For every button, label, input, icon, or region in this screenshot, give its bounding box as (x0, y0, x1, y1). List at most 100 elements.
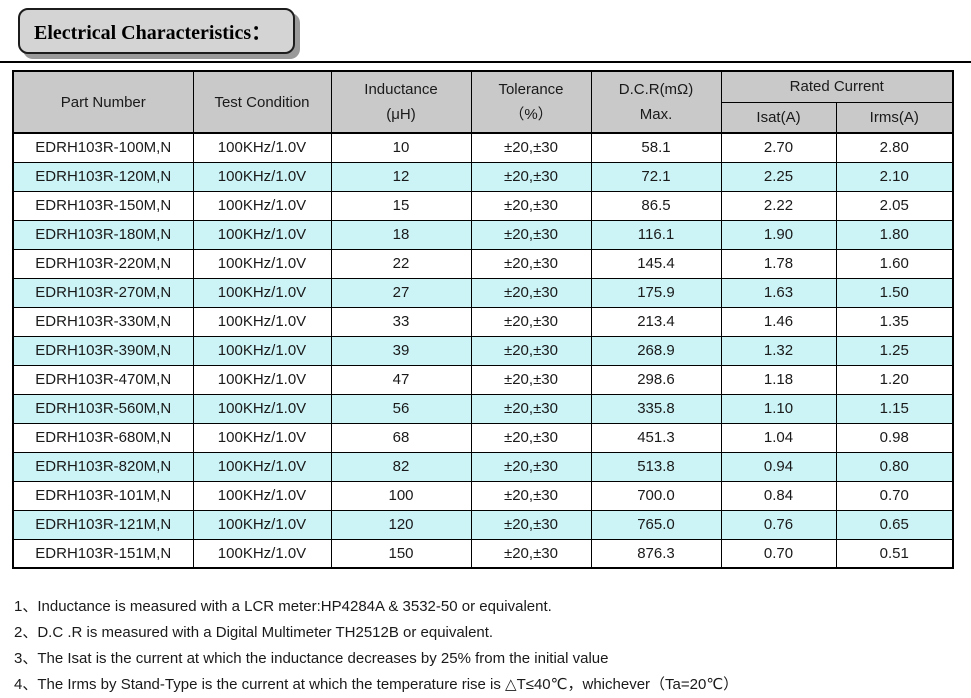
cell-inductance: 18 (330, 219, 472, 250)
cell-test-condition: 100KHz/1.0V (192, 451, 332, 482)
col-header-dcr-name: D.C.R(mΩ) (618, 81, 694, 98)
cell-tolerance: ±20,±30 (470, 509, 592, 540)
cell-irms: 0.51 (835, 538, 954, 569)
cell-part-number: EDRH103R-101M,N (12, 480, 194, 511)
cell-test-condition: 100KHz/1.0V (192, 219, 332, 250)
cell-test-condition: 100KHz/1.0V (192, 422, 332, 453)
cell-tolerance: ±20,±30 (470, 161, 592, 192)
cell-irms: 0.80 (835, 451, 954, 482)
table-row: EDRH103R-270M,N 100KHz/1.0V 27 ±20,±30 175.9… (12, 277, 954, 308)
table-row: EDRH103R-390M,N 100KHz/1.0V 39 ±20,±30 268.9… (12, 335, 954, 366)
cell-isat: 1.78 (720, 248, 837, 279)
table-row: EDRH103R-220M,N 100KHz/1.0V 22 ±20,±30 145.4… (12, 248, 954, 279)
cell-inductance: 82 (330, 451, 472, 482)
cell-part-number: EDRH103R-151M,N (12, 538, 194, 569)
cell-isat: 2.70 (720, 132, 837, 163)
cell-isat: 1.10 (720, 393, 837, 424)
cell-part-number: EDRH103R-220M,N (12, 248, 194, 279)
cell-test-condition: 100KHz/1.0V (192, 393, 332, 424)
cell-dcr-max: 700.0 (590, 480, 722, 511)
table-row: EDRH103R-330M,N 100KHz/1.0V 33 ±20,±30 213.4… (12, 306, 954, 337)
cell-test-condition: 100KHz/1.0V (192, 480, 332, 511)
cell-test-condition: 100KHz/1.0V (192, 306, 332, 337)
col-header-inductance-name: Inductance (364, 81, 438, 98)
cell-inductance: 33 (330, 306, 472, 337)
col-header-tolerance: Tolerance （%） (470, 70, 592, 134)
cell-irms: 1.80 (835, 219, 954, 250)
cell-inductance: 120 (330, 509, 472, 540)
table-row: EDRH103R-820M,N 100KHz/1.0V 82 ±20,±30 513.8… (12, 451, 954, 482)
table-body: EDRH103R-100M,N 100KHz/1.0V 10 ±20,±30 58.1 2… (12, 132, 954, 569)
cell-irms: 1.35 (835, 306, 954, 337)
cell-isat: 0.94 (720, 451, 837, 482)
cell-irms: 1.25 (835, 335, 954, 366)
cell-tolerance: ±20,±30 (470, 219, 592, 250)
cell-dcr-max: 213.4 (590, 306, 722, 337)
cell-irms: 1.50 (835, 277, 954, 308)
cell-dcr-max: 72.1 (590, 161, 722, 192)
cell-part-number: EDRH103R-560M,N (12, 393, 194, 424)
cell-test-condition: 100KHz/1.0V (192, 161, 332, 192)
col-header-part-number: Part Number (12, 70, 194, 134)
cell-tolerance: ±20,±30 (470, 248, 592, 279)
cell-test-condition: 100KHz/1.0V (192, 132, 332, 163)
cell-part-number: EDRH103R-270M,N (12, 277, 194, 308)
cell-test-condition: 100KHz/1.0V (192, 364, 332, 395)
cell-isat: 0.70 (720, 538, 837, 569)
cell-tolerance: ±20,±30 (470, 364, 592, 395)
table-row: EDRH103R-470M,N 100KHz/1.0V 47 ±20,±30 298.6… (12, 364, 954, 395)
cell-isat: 1.04 (720, 422, 837, 453)
table-header: Part Number Test Condition Inductance (μ… (12, 70, 954, 134)
cell-irms: 0.65 (835, 509, 954, 540)
cell-tolerance: ±20,±30 (470, 277, 592, 308)
cell-test-condition: 100KHz/1.0V (192, 509, 332, 540)
cell-part-number: EDRH103R-330M,N (12, 306, 194, 337)
cell-test-condition: 100KHz/1.0V (192, 248, 332, 279)
cell-tolerance: ±20,±30 (470, 451, 592, 482)
col-header-rated-current: Rated Current (720, 70, 954, 103)
table-row: EDRH103R-150M,N 100KHz/1.0V 15 ±20,±30 86.5 2… (12, 190, 954, 221)
table-row: EDRH103R-100M,N 100KHz/1.0V 10 ±20,±30 58.1 2… (12, 132, 954, 163)
notes: 1、Inductance is measured with a LCR mete… (14, 594, 971, 698)
col-header-test-condition: Test Condition (192, 70, 332, 134)
col-header-dcr-max: Max. (639, 106, 673, 123)
cell-test-condition: 100KHz/1.0V (192, 335, 332, 366)
cell-irms: 2.80 (835, 132, 954, 163)
col-header-inductance: Inductance (μH) (330, 70, 472, 134)
cell-inductance: 100 (330, 480, 472, 511)
note-line: 4、The Irms by Stand-Type is the current … (14, 676, 739, 693)
title-divider (0, 61, 971, 63)
cell-irms: 1.60 (835, 248, 954, 279)
cell-isat: 1.18 (720, 364, 837, 395)
cell-inductance: 39 (330, 335, 472, 366)
cell-tolerance: ±20,±30 (470, 306, 592, 337)
electrical-characteristics-table: Part Number Test Condition Inductance (μ… (12, 70, 954, 569)
cell-tolerance: ±20,±30 (470, 538, 592, 569)
cell-dcr-max: 298.6 (590, 364, 722, 395)
cell-dcr-max: 765.0 (590, 509, 722, 540)
cell-irms: 2.05 (835, 190, 954, 221)
cell-part-number: EDRH103R-100M,N (12, 132, 194, 163)
cell-test-condition: 100KHz/1.0V (192, 277, 332, 308)
cell-isat: 1.90 (720, 219, 837, 250)
cell-isat: 0.84 (720, 480, 837, 511)
cell-dcr-max: 451.3 (590, 422, 722, 453)
col-header-irms: Irms(A) (835, 101, 954, 134)
cell-irms: 0.98 (835, 422, 954, 453)
cell-irms: 2.10 (835, 161, 954, 192)
table-row: EDRH103R-151M,N 100KHz/1.0V 150 ±20,±30 876.… (12, 538, 954, 569)
cell-isat: 2.22 (720, 190, 837, 221)
cell-isat: 0.76 (720, 509, 837, 540)
cell-inductance: 12 (330, 161, 472, 192)
cell-inductance: 150 (330, 538, 472, 569)
cell-dcr-max: 513.8 (590, 451, 722, 482)
page-title: Electrical Characteristics： (34, 22, 272, 44)
cell-dcr-max: 145.4 (590, 248, 722, 279)
cell-part-number: EDRH103R-470M,N (12, 364, 194, 395)
col-header-inductance-unit: (μH) (386, 106, 416, 123)
cell-dcr-max: 335.8 (590, 393, 722, 424)
col-header-dcr: D.C.R(mΩ) Max. (590, 70, 722, 134)
cell-part-number: EDRH103R-121M,N (12, 509, 194, 540)
cell-part-number: EDRH103R-820M,N (12, 451, 194, 482)
